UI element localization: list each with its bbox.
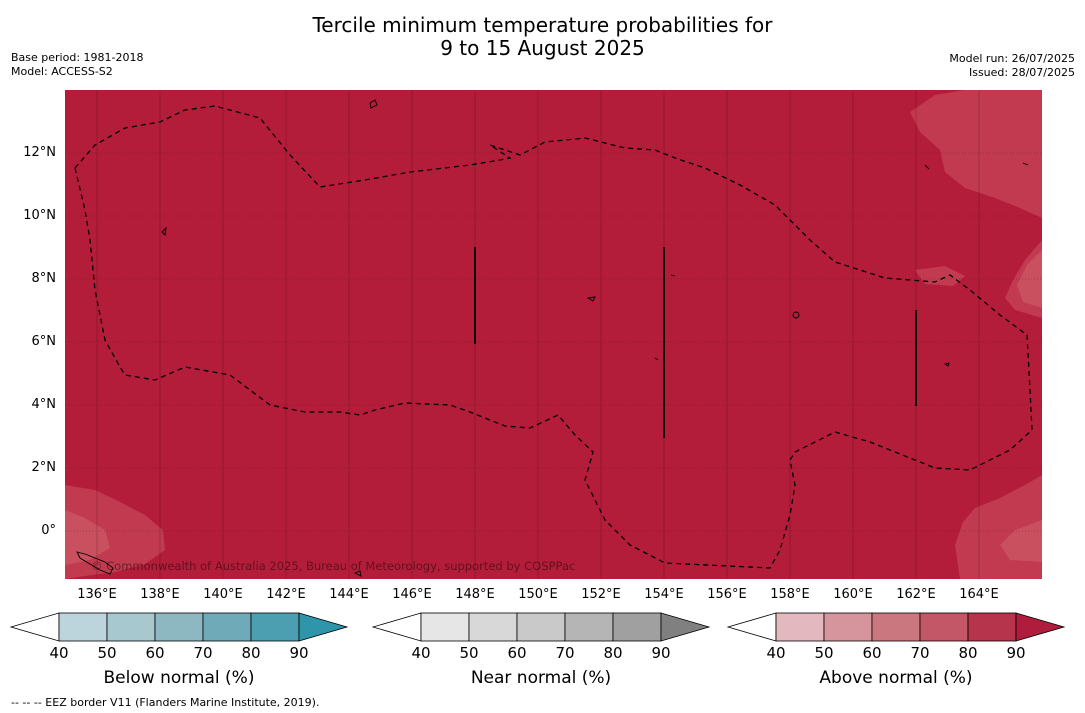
y-tick-label: 2°N (31, 460, 57, 475)
x-tick-label: 144°E (329, 587, 369, 602)
colorbar-segment (564, 612, 614, 642)
issued-date: Issued: 28/07/2025 (968, 66, 1075, 79)
x-tick-label: 152°E (581, 587, 621, 602)
x-tick-label: 138°E (140, 587, 180, 602)
map-title: Tercile minimum temperature probabilitie… (0, 14, 1085, 60)
below-normal-colorbar (9, 612, 349, 642)
colorbar-segment (967, 612, 1017, 642)
colorbar-segment (516, 612, 566, 642)
below-tick-90: 90 (289, 644, 309, 662)
above-tick-60: 60 (862, 644, 882, 662)
x-tick-label: 150°E (518, 587, 558, 602)
x-tick-label: 156°E (707, 587, 747, 602)
near-normal-title: Near normal (%) (470, 668, 612, 688)
copyright-notice: © Commonwealth of Australia 2025, Bureau… (91, 559, 575, 573)
near-tick-70: 70 (555, 644, 575, 662)
colorbar-min-extension (9, 612, 60, 642)
above-70-shading (65, 250, 1042, 565)
colorbar-max-extension (660, 612, 711, 642)
run-info: Model run: 26/07/2025 Issued: 28/07/2025 (949, 52, 1075, 80)
colorbar-segment (919, 612, 969, 642)
y-tick-label: 10°N (23, 208, 56, 223)
colorbar-segment (871, 612, 921, 642)
above-tick-90: 90 (1006, 644, 1026, 662)
above-tick-40: 40 (766, 644, 786, 662)
near-tick-40: 40 (411, 644, 431, 662)
near-tick-50: 50 (459, 644, 479, 662)
x-tick-label: 162°E (896, 587, 936, 602)
above-tick-80: 80 (958, 644, 978, 662)
island-chain-marks (474, 247, 917, 438)
below-tick-60: 60 (145, 644, 165, 662)
title-line-2: 9 to 15 August 2025 (440, 36, 645, 60)
near-tick-60: 60 (507, 644, 527, 662)
x-tick-label: 136°E (77, 587, 117, 602)
below-tick-80: 80 (241, 644, 261, 662)
y-tick-label: 6°N (31, 334, 57, 349)
colorbar-segment (775, 612, 825, 642)
colorbar-segment (468, 612, 518, 642)
coastlines (76, 99, 1029, 577)
above-tick-50: 50 (814, 644, 834, 662)
x-tick-label: 140°E (203, 587, 243, 602)
y-tick-label: 0° (41, 523, 56, 538)
model-name: Model: ACCESS-S2 (11, 65, 113, 78)
model-run-date: Model run: 26/07/2025 (949, 52, 1075, 65)
y-tick-label: 12°N (23, 145, 56, 160)
x-tick-label: 146°E (392, 587, 432, 602)
y-tick-label: 4°N (31, 397, 57, 412)
x-tick-label: 164°E (959, 587, 999, 602)
colorbars (9, 612, 1066, 642)
above-normal-colorbar (726, 612, 1066, 642)
colorbar-max-extension (298, 612, 349, 642)
below-normal-title: Below normal (%) (103, 668, 255, 688)
colorbar-segment (106, 612, 156, 642)
above-normal-title: Above normal (%) (819, 668, 973, 688)
eez-footnote: -- -- -- EEZ border V11 (Flanders Marine… (11, 696, 320, 709)
map-background-above-90 (65, 90, 1042, 579)
x-tick-label: 142°E (266, 587, 306, 602)
colorbar-min-extension (371, 612, 422, 642)
x-tick-label: 158°E (770, 587, 810, 602)
y-tick-label: 8°N (31, 271, 57, 286)
base-period: Base period: 1981-2018 (11, 51, 144, 64)
colorbar-max-extension (1015, 612, 1066, 642)
x-tick-label: 160°E (833, 587, 873, 602)
probability-map: © Commonwealth of Australia 2025, Bureau… (65, 90, 1042, 579)
below-tick-70: 70 (193, 644, 213, 662)
near-tick-80: 80 (603, 644, 623, 662)
x-tick-label: 148°E (455, 587, 495, 602)
below-tick-50: 50 (97, 644, 117, 662)
colorbar-segment (420, 612, 470, 642)
colorbar-segment (823, 612, 873, 642)
colorbar-min-extension (726, 612, 777, 642)
x-tick-label: 154°E (644, 587, 684, 602)
near-normal-colorbar (371, 612, 711, 642)
colorbar-segment (612, 612, 662, 642)
above-tick-70: 70 (910, 644, 930, 662)
colorbar-segment (154, 612, 204, 642)
colorbar-segment (58, 612, 108, 642)
eez-border (74, 105, 1033, 569)
colorbar-segment (202, 612, 252, 642)
below-tick-40: 40 (49, 644, 69, 662)
colorbar-segment (250, 612, 300, 642)
near-tick-90: 90 (651, 644, 671, 662)
model-info: Base period: 1981-2018 Model: ACCESS-S2 (11, 51, 143, 79)
title-line-1: Tercile minimum temperature probabilitie… (312, 13, 773, 37)
